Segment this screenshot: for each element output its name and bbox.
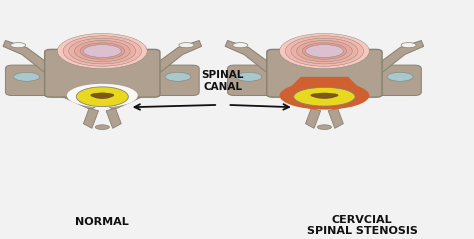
Polygon shape (62, 94, 95, 110)
Ellipse shape (76, 87, 128, 107)
Polygon shape (109, 94, 143, 110)
Polygon shape (292, 77, 357, 86)
Polygon shape (331, 94, 365, 110)
Ellipse shape (69, 38, 136, 64)
Polygon shape (376, 40, 424, 73)
Polygon shape (106, 109, 121, 128)
Text: SPINAL
CANAL: SPINAL CANAL (201, 71, 244, 92)
Text: CERVCIAL
SPINAL STENOSIS: CERVCIAL SPINAL STENOSIS (307, 215, 418, 236)
Ellipse shape (280, 33, 369, 69)
Ellipse shape (80, 43, 125, 59)
Ellipse shape (233, 43, 248, 48)
Text: NORMAL: NORMAL (75, 217, 129, 227)
Polygon shape (284, 94, 318, 110)
Ellipse shape (318, 125, 331, 130)
Ellipse shape (306, 45, 343, 58)
Ellipse shape (83, 45, 121, 58)
Ellipse shape (297, 40, 352, 62)
Polygon shape (83, 109, 99, 128)
Ellipse shape (91, 93, 100, 97)
Polygon shape (225, 40, 273, 73)
Ellipse shape (308, 45, 341, 57)
Polygon shape (3, 40, 50, 73)
Ellipse shape (105, 93, 114, 97)
FancyBboxPatch shape (376, 65, 421, 96)
FancyBboxPatch shape (5, 65, 50, 96)
Ellipse shape (57, 33, 147, 69)
Ellipse shape (310, 93, 321, 97)
Ellipse shape (67, 84, 138, 107)
Polygon shape (306, 109, 320, 128)
Ellipse shape (14, 72, 40, 81)
Ellipse shape (10, 43, 26, 48)
Ellipse shape (285, 36, 364, 66)
Ellipse shape (294, 87, 355, 106)
Ellipse shape (291, 38, 358, 64)
Ellipse shape (95, 125, 109, 130)
Ellipse shape (387, 72, 413, 81)
Ellipse shape (280, 81, 369, 110)
Polygon shape (155, 40, 201, 73)
FancyBboxPatch shape (228, 65, 273, 96)
FancyBboxPatch shape (155, 65, 199, 96)
FancyBboxPatch shape (267, 49, 382, 97)
Ellipse shape (165, 72, 191, 81)
Ellipse shape (74, 40, 130, 62)
Ellipse shape (328, 93, 338, 97)
Ellipse shape (179, 43, 194, 48)
Ellipse shape (86, 45, 119, 57)
Ellipse shape (92, 92, 112, 99)
Ellipse shape (236, 72, 262, 81)
FancyBboxPatch shape (45, 49, 160, 97)
Ellipse shape (302, 43, 346, 59)
Ellipse shape (401, 43, 416, 48)
Ellipse shape (63, 36, 142, 66)
Ellipse shape (313, 93, 336, 99)
Polygon shape (328, 109, 343, 128)
